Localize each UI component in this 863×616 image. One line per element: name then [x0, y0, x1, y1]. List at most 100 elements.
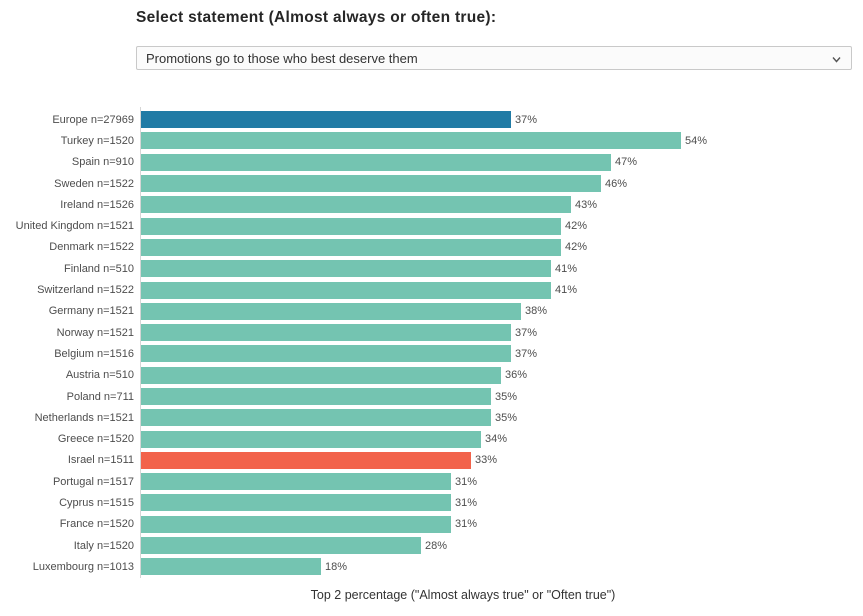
chart-row: Cyprus n=1515 31% — [0, 492, 863, 513]
value-label: 37% — [515, 113, 538, 126]
bar[interactable] — [141, 111, 511, 129]
y-axis-line — [140, 107, 141, 578]
bar[interactable] — [141, 409, 491, 427]
category-label: Belgium n=1516 — [54, 347, 134, 360]
category-label: Denmark n=1522 — [49, 241, 134, 254]
category-label: Israel n=1511 — [67, 454, 134, 467]
value-label: 31% — [455, 475, 478, 488]
bar[interactable] — [141, 324, 511, 342]
value-label: 47% — [615, 156, 638, 169]
chart-row: Finland n=510 41% — [0, 258, 863, 279]
bar[interactable] — [141, 302, 521, 320]
bar[interactable] — [141, 238, 561, 256]
bar[interactable] — [141, 153, 611, 171]
value-label: 37% — [515, 347, 538, 360]
bar-area: 37% — [141, 322, 863, 343]
category-label: Germany n=1521 — [48, 305, 134, 318]
chart-row: Portugal n=1517 31% — [0, 471, 863, 492]
bar[interactable] — [141, 451, 471, 469]
category-label: Cyprus n=1515 — [59, 496, 134, 509]
bar-area: 42% — [141, 237, 863, 258]
value-label: 31% — [455, 496, 478, 509]
chart-row: Israel n=1511 33% — [0, 450, 863, 471]
bar[interactable] — [141, 132, 681, 150]
bar[interactable] — [141, 515, 451, 533]
bar[interactable] — [141, 260, 551, 278]
bar[interactable] — [141, 281, 551, 299]
bar[interactable] — [141, 494, 451, 512]
bar[interactable] — [141, 558, 321, 576]
bar[interactable] — [141, 345, 511, 363]
chart-row: Spain n=910 47% — [0, 152, 863, 173]
bar[interactable] — [141, 196, 571, 214]
bar-area: 37% — [141, 109, 863, 130]
page-title: Select statement (Almost always or often… — [136, 9, 497, 26]
chart-row: United Kingdom n=1521 42% — [0, 215, 863, 236]
chart-row: Netherlands n=1521 35% — [0, 407, 863, 428]
bar-area: 33% — [141, 450, 863, 471]
value-label: 41% — [555, 284, 578, 297]
bar[interactable] — [141, 175, 601, 193]
value-label: 54% — [685, 134, 708, 147]
category-label: Greece n=1520 — [57, 433, 134, 446]
value-label: 35% — [495, 411, 518, 424]
statement-select[interactable]: Promotions go to those who best deserve … — [136, 46, 852, 70]
value-label: 28% — [425, 539, 448, 552]
bar-area: 42% — [141, 215, 863, 236]
category-label: United Kingdom n=1521 — [15, 220, 134, 233]
bar[interactable] — [141, 473, 451, 491]
value-label: 38% — [525, 305, 548, 318]
bar-area: 38% — [141, 301, 863, 322]
value-label: 33% — [475, 454, 498, 467]
value-label: 31% — [455, 518, 478, 531]
bar[interactable] — [141, 217, 561, 235]
category-label: Luxembourg n=1013 — [32, 560, 134, 573]
bar-area: 41% — [141, 279, 863, 300]
chart-row: Belgium n=1516 37% — [0, 343, 863, 364]
category-label: Poland n=711 — [66, 390, 134, 403]
chart-row: Poland n=711 35% — [0, 386, 863, 407]
bar[interactable] — [141, 537, 421, 555]
category-label: Finland n=510 — [63, 262, 134, 275]
bar[interactable] — [141, 430, 481, 448]
statement-select-value: Promotions go to those who best deserve … — [146, 50, 418, 66]
chart-row: Luxembourg n=1013 18% — [0, 556, 863, 577]
chevron-down-icon — [831, 53, 842, 64]
chart-row: France n=1520 31% — [0, 514, 863, 535]
bar-area: 34% — [141, 428, 863, 449]
bar[interactable] — [141, 388, 491, 405]
chart-row: Denmark n=1522 42% — [0, 237, 863, 258]
bar-area: 36% — [141, 365, 863, 386]
bar-area: 41% — [141, 258, 863, 279]
category-label: Spain n=910 — [71, 156, 134, 169]
value-label: 46% — [605, 177, 628, 190]
chart-row: Europe n=27969 37% — [0, 109, 863, 130]
category-label: Netherlands n=1521 — [34, 411, 134, 424]
bar-area: 47% — [141, 152, 863, 173]
chart-row: Switzerland n=1522 41% — [0, 279, 863, 300]
value-label: 42% — [565, 220, 588, 233]
bar-area: 46% — [141, 173, 863, 194]
bar-area: 31% — [141, 492, 863, 513]
category-label: Portugal n=1517 — [52, 475, 134, 488]
category-label: Europe n=27969 — [52, 113, 134, 126]
bar-area: 31% — [141, 471, 863, 492]
chart-row: Ireland n=1526 43% — [0, 194, 863, 215]
value-label: 35% — [495, 390, 518, 403]
bar[interactable] — [141, 366, 501, 384]
bar-area: 35% — [141, 407, 863, 428]
value-label: 42% — [565, 241, 588, 254]
bar-area: 35% — [141, 386, 863, 407]
category-label: Austria n=510 — [65, 369, 134, 382]
category-label: Italy n=1520 — [73, 539, 134, 552]
category-label: Ireland n=1526 — [60, 198, 134, 211]
bar-area: 37% — [141, 343, 863, 364]
value-label: 37% — [515, 326, 538, 339]
x-axis-caption: Top 2 percentage ("Almost always true" o… — [310, 588, 616, 602]
category-label: Sweden n=1522 — [54, 177, 134, 190]
value-label: 18% — [325, 560, 348, 573]
bar-area: 31% — [141, 514, 863, 535]
bar-area: 54% — [141, 130, 863, 151]
category-label: Switzerland n=1522 — [37, 284, 134, 297]
bar-area: 43% — [141, 194, 863, 215]
